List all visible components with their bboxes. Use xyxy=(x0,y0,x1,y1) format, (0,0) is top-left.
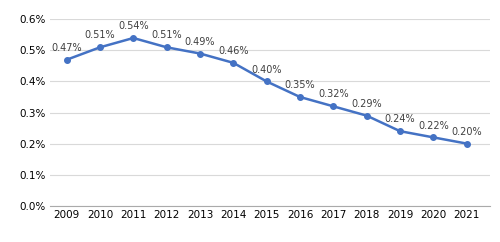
Text: 0.32%: 0.32% xyxy=(318,90,348,99)
Text: 0.40%: 0.40% xyxy=(252,65,282,75)
Text: 0.46%: 0.46% xyxy=(218,46,248,56)
Text: 0.54%: 0.54% xyxy=(118,21,148,31)
Text: 0.22%: 0.22% xyxy=(418,121,448,130)
Text: 0.29%: 0.29% xyxy=(352,99,382,109)
Text: 0.47%: 0.47% xyxy=(52,43,82,53)
Text: 0.51%: 0.51% xyxy=(84,30,116,40)
Text: 0.35%: 0.35% xyxy=(284,80,316,90)
Text: 0.24%: 0.24% xyxy=(384,114,416,124)
Text: 0.20%: 0.20% xyxy=(452,127,482,137)
Text: 0.49%: 0.49% xyxy=(185,37,215,47)
Text: 0.51%: 0.51% xyxy=(152,30,182,40)
